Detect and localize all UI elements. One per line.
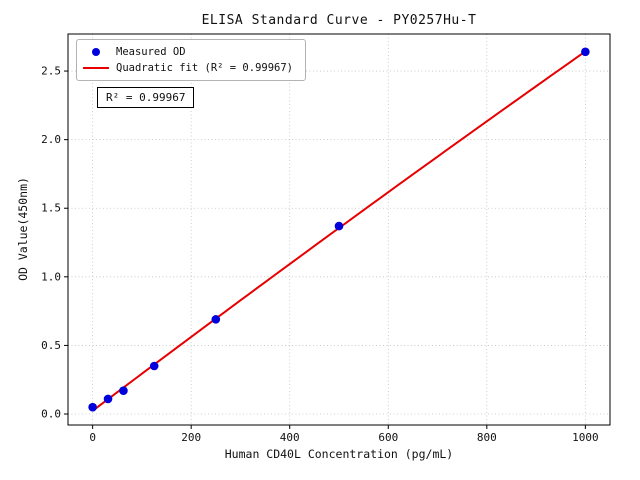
y-tick-label: 0.0	[41, 408, 61, 421]
legend-label-measured-od: Measured OD	[116, 46, 186, 58]
data-point	[103, 394, 113, 404]
x-tick-label: 0	[89, 431, 96, 444]
legend-marker-cell	[83, 67, 109, 69]
data-point	[88, 402, 97, 412]
measured-od-dot-icon	[92, 48, 100, 56]
legend-item-measured-od: Measured OD	[83, 44, 293, 60]
y-tick-label: 1.5	[41, 202, 61, 215]
x-tick-label: 400	[280, 431, 300, 444]
x-tick-label: 1000	[572, 431, 599, 444]
y-tick-label: 2.0	[41, 133, 61, 146]
y-tick-label: 0.5	[41, 339, 61, 352]
legend-label-quadratic-fit: Quadratic fit (R² = 0.99967)	[116, 62, 294, 74]
x-tick-label: 800	[477, 431, 497, 444]
data-point	[581, 47, 590, 57]
data-point	[211, 315, 221, 324]
chart-title: ELISA Standard Curve - PY0257Hu-T	[201, 13, 477, 28]
x-tick-label: 600	[378, 431, 398, 444]
legend-marker-cell	[83, 48, 109, 56]
r-squared-annotation: R² = 0.99967	[97, 87, 195, 108]
quadratic-fit-line-icon	[83, 67, 109, 69]
axes-spines	[67, 33, 611, 426]
x-axis-label: Human CD40L Concentration (pg/mL)	[224, 447, 454, 461]
data-point	[334, 221, 344, 231]
y-tick-label: 2.5	[41, 65, 61, 78]
legend: Measured OD Quadratic fit (R² = 0.99967)	[76, 39, 307, 81]
x-tick-label: 200	[181, 431, 201, 444]
y-axis-label: OD Value(450nm)	[16, 177, 30, 281]
data-point	[119, 386, 128, 396]
data-point	[149, 361, 159, 371]
y-tick-label: 1.0	[41, 270, 61, 283]
legend-item-quadratic-fit: Quadratic fit (R² = 0.99967)	[83, 60, 293, 76]
